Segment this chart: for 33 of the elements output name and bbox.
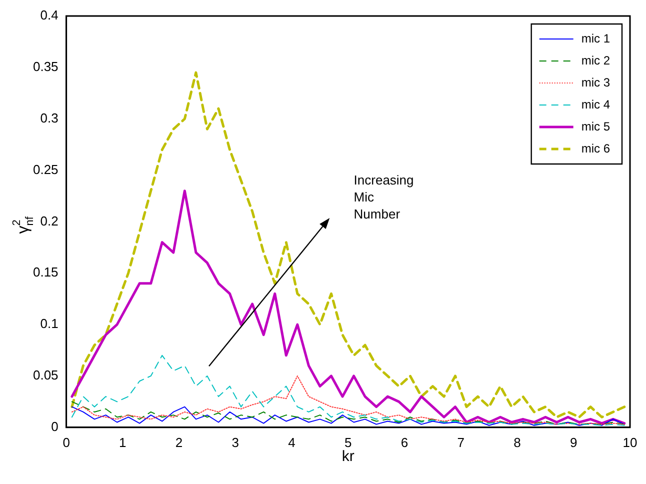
x-tick-label: 0 <box>62 434 70 450</box>
legend-label: mic 1 <box>581 31 610 46</box>
legend-label: mic 6 <box>581 141 610 156</box>
y-tick-label: 0.15 <box>32 264 58 280</box>
x-tick-label: 4 <box>288 434 296 450</box>
y-tick-label: 0.3 <box>40 110 58 126</box>
y-tick-label: 0.2 <box>40 213 58 228</box>
x-tick-label: 9 <box>570 434 578 450</box>
y-tick-label: 0.05 <box>32 368 58 383</box>
line-series <box>71 401 625 425</box>
line-series <box>70 71 626 418</box>
y-tick-label: 0 <box>51 418 58 434</box>
x-axis-title: kr <box>342 448 354 466</box>
x-tick-label: 10 <box>622 434 638 450</box>
legend-label: mic 3 <box>581 75 610 90</box>
y-tick-label: 0.25 <box>32 162 58 177</box>
legend-label: mic 5 <box>581 119 610 134</box>
x-tick-label: 7 <box>457 434 465 450</box>
annotation: Increasing Mic Number <box>354 172 414 222</box>
x-tick-label: 2 <box>175 434 183 450</box>
y-tick-label: 0.4 <box>40 8 58 23</box>
y-tick-label: 0.1 <box>40 316 58 332</box>
y-axis-title: γnf2 <box>11 216 36 234</box>
x-tick-label: 3 <box>232 434 240 450</box>
x-tick-label: 6 <box>400 434 408 450</box>
x-tick-label: 8 <box>514 434 521 450</box>
y-tick-label: 0.35 <box>32 59 58 74</box>
x-tick-label: 5 <box>344 434 352 450</box>
line-series <box>71 354 625 426</box>
x-tick-label: 1 <box>119 434 126 450</box>
legend-label: mic 2 <box>581 53 610 68</box>
legend-label: mic 4 <box>581 97 610 112</box>
line-series <box>71 375 625 425</box>
